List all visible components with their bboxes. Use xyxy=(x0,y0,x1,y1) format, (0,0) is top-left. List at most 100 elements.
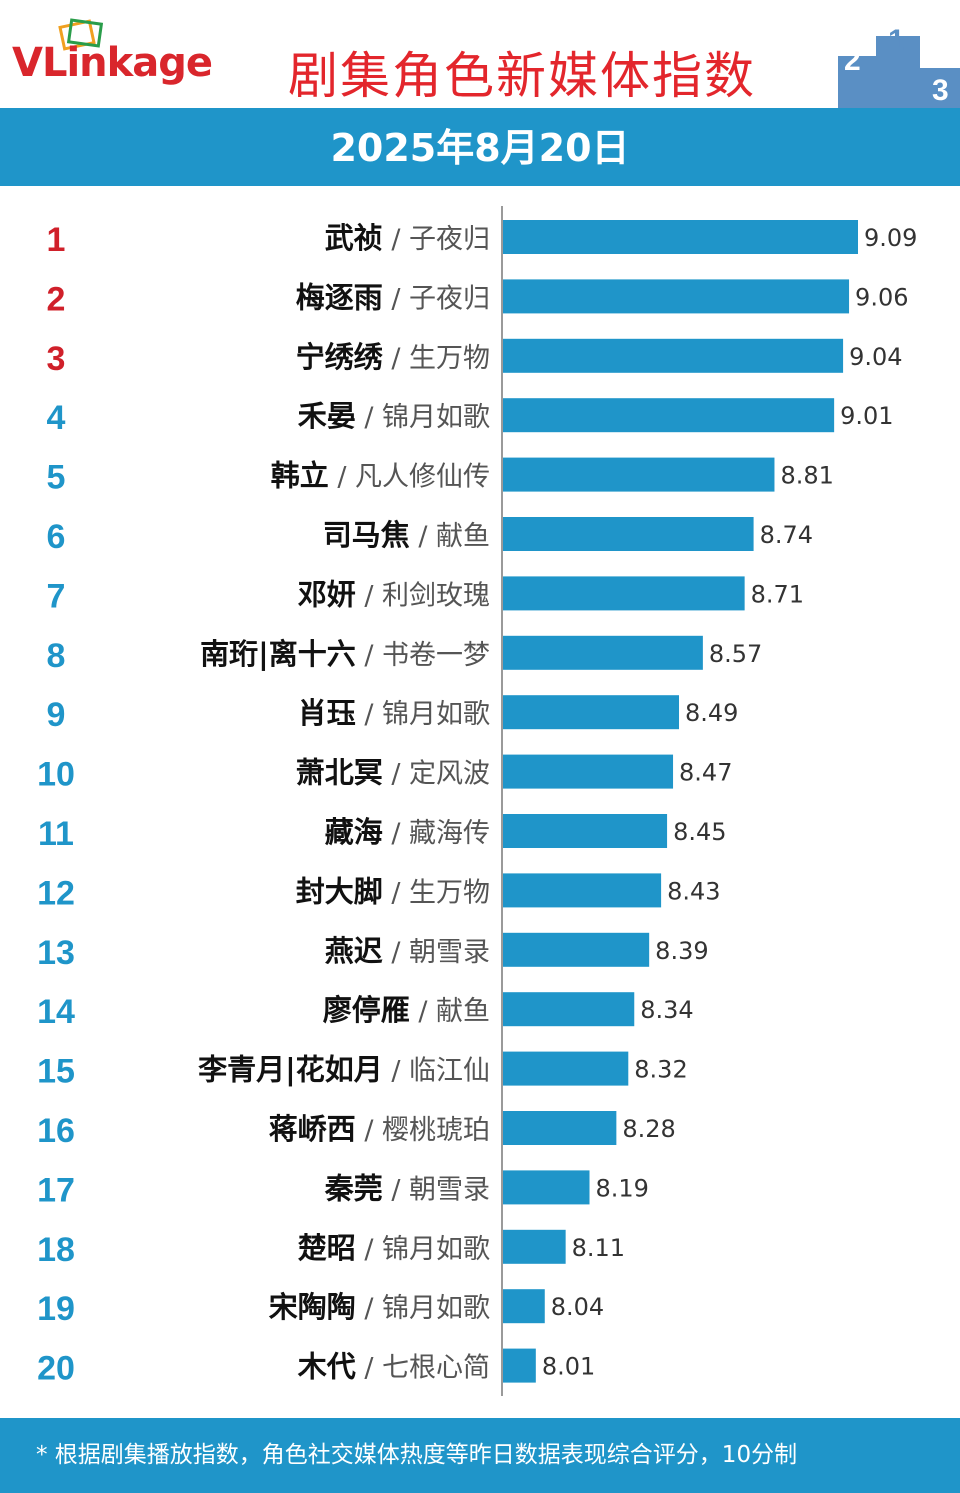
drama-title-17: / 朝雪录 xyxy=(383,1174,490,1205)
character-name-15: 李青月|花如月 xyxy=(198,1053,383,1087)
rank-5: 5 xyxy=(47,459,66,497)
character-name-6: 司马焦 xyxy=(323,518,410,552)
drama-title-12: / 生万物 xyxy=(383,877,490,908)
bar-1 xyxy=(503,220,858,254)
rank-4: 4 xyxy=(47,399,66,437)
row-label-5: 韩立 / 凡人修仙传 xyxy=(271,459,490,493)
value-label-2: 9.06 xyxy=(855,283,908,311)
value-label-11: 8.45 xyxy=(673,818,726,846)
value-label-13: 8.39 xyxy=(655,937,708,965)
value-label-1: 9.09 xyxy=(864,224,917,252)
logo-v: V xyxy=(12,40,43,86)
value-label-19: 8.04 xyxy=(551,1293,604,1321)
value-label-14: 8.34 xyxy=(640,996,693,1024)
bar-18 xyxy=(503,1229,566,1264)
bar-5 xyxy=(503,457,775,492)
bar-4 xyxy=(503,398,835,433)
value-label-20: 8.01 xyxy=(542,1353,595,1381)
rank-11: 11 xyxy=(38,815,74,853)
drama-title-1: / 子夜归 xyxy=(383,224,490,255)
rank-15: 15 xyxy=(37,1053,75,1091)
row-label-15: 李青月|花如月 / 临江仙 xyxy=(198,1053,490,1087)
character-name-14: 廖停雁 xyxy=(323,993,410,1027)
character-name-7: 邓妍 xyxy=(298,577,356,611)
character-name-2: 梅逐雨 xyxy=(296,280,383,314)
value-label-16: 8.28 xyxy=(622,1115,675,1143)
bar-9 xyxy=(503,695,680,730)
logo-mark-icon xyxy=(58,18,104,51)
rank-19: 19 xyxy=(37,1290,75,1328)
rank-7: 7 xyxy=(47,577,66,615)
row-label-17: 秦莞 / 朝雪录 xyxy=(324,1171,490,1205)
rank-6: 6 xyxy=(47,518,66,556)
character-name-17: 秦莞 xyxy=(324,1171,383,1205)
drama-title-20: / 七根心简 xyxy=(356,1353,490,1384)
rank-16: 16 xyxy=(37,1112,75,1150)
character-name-8: 南珩|离十六 xyxy=(200,637,356,671)
row-label-9: 肖珏 / 锦月如歌 xyxy=(298,696,490,730)
row-label-8: 南珩|离十六 / 书卷一梦 xyxy=(200,637,490,671)
drama-title-7: / 利剑玫瑰 xyxy=(356,580,490,611)
drama-title-15: / 临江仙 xyxy=(383,1056,490,1087)
podium-digit-2: 2 xyxy=(844,44,861,77)
row-label-14: 廖停雁 / 献鱼 xyxy=(323,993,490,1027)
character-name-19: 宋陶陶 xyxy=(269,1290,356,1324)
rank-18: 18 xyxy=(37,1231,75,1269)
rank-1: 1 xyxy=(47,221,66,259)
date-banner: 2025年8月20日 xyxy=(0,108,960,186)
footer-note: * 根据剧集播放指数，角色社交媒体热度等昨日数据表现综合评分，10分制 xyxy=(0,1418,960,1493)
drama-title-13: / 朝雪录 xyxy=(383,937,490,968)
row-label-7: 邓妍 / 利剑玫瑰 xyxy=(298,577,490,611)
row-label-13: 燕迟 / 朝雪录 xyxy=(325,934,490,968)
bar-8 xyxy=(503,635,703,670)
bar-6 xyxy=(503,517,754,551)
character-name-12: 封大脚 xyxy=(296,874,383,908)
row-label-6: 司马焦 / 献鱼 xyxy=(323,518,490,552)
rank-10: 10 xyxy=(37,756,75,794)
character-name-18: 楚昭 xyxy=(298,1231,356,1265)
drama-title-9: / 锦月如歌 xyxy=(356,699,490,730)
value-label-3: 9.04 xyxy=(849,343,902,371)
bar-20 xyxy=(503,1348,536,1383)
value-label-18: 8.11 xyxy=(572,1234,625,1262)
character-name-20: 木代 xyxy=(297,1350,356,1384)
row-label-19: 宋陶陶 / 锦月如歌 xyxy=(269,1290,490,1324)
row-label-2: 梅逐雨 / 子夜归 xyxy=(296,280,490,314)
character-name-9: 肖珏 xyxy=(298,696,356,730)
row-label-20: 木代 / 七根心简 xyxy=(297,1350,490,1384)
drama-title-16: / 樱桃琥珀 xyxy=(356,1115,490,1146)
bar-19 xyxy=(503,1289,545,1324)
row-label-11: 藏海 / 藏海传 xyxy=(325,815,490,849)
bar-11 xyxy=(503,814,668,848)
rank-20: 20 xyxy=(37,1350,75,1388)
value-label-7: 8.71 xyxy=(751,580,804,608)
page-title: 剧集角色新媒体指数 xyxy=(288,47,756,105)
drama-title-11: / 藏海传 xyxy=(383,818,490,849)
podium-digit-3: 3 xyxy=(932,74,949,107)
rank-2: 2 xyxy=(47,280,66,318)
bar-13 xyxy=(503,932,650,967)
drama-title-14: / 献鱼 xyxy=(410,996,490,1027)
row-label-18: 楚昭 / 锦月如歌 xyxy=(298,1231,490,1265)
bar-14 xyxy=(503,992,635,1027)
row-label-10: 萧北冥 / 定风波 xyxy=(296,756,490,790)
value-label-5: 8.81 xyxy=(780,462,833,490)
value-label-6: 8.74 xyxy=(760,521,813,549)
bar-16 xyxy=(503,1111,617,1145)
drama-title-10: / 定风波 xyxy=(383,759,490,790)
drama-title-6: / 献鱼 xyxy=(410,521,490,552)
bar-15 xyxy=(503,1051,629,1086)
bar-17 xyxy=(503,1170,590,1205)
character-name-11: 藏海 xyxy=(325,815,383,849)
rank-14: 14 xyxy=(37,993,75,1031)
character-name-1: 武祯 xyxy=(325,221,383,255)
value-label-12: 8.43 xyxy=(667,877,720,905)
value-label-9: 8.49 xyxy=(685,699,738,727)
row-label-12: 封大脚 / 生万物 xyxy=(296,874,490,908)
logo-rest: Linkage xyxy=(41,40,213,86)
value-label-15: 8.32 xyxy=(634,1056,687,1084)
bar-12 xyxy=(503,873,662,908)
bar-10 xyxy=(503,754,674,789)
bar-3 xyxy=(503,338,844,373)
bar-2 xyxy=(503,279,850,314)
